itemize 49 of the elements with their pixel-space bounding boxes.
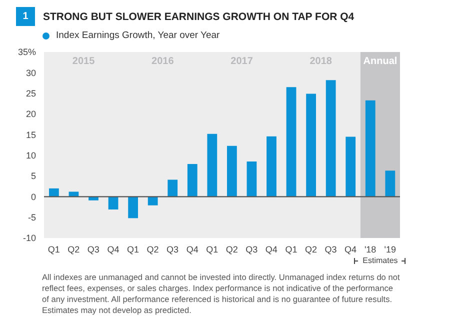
- text: 1: [16, 7, 35, 26]
- y-tick-label: 10: [26, 150, 36, 161]
- bar: [365, 100, 376, 197]
- x-tick-label: Q1: [126, 244, 140, 254]
- chart-title: STRONG BUT SLOWER EARNINGS GROWTH ON TAP FOR Q4: [43, 10, 354, 22]
- bar: [187, 164, 198, 197]
- x-tick-label: Q3: [87, 244, 100, 254]
- x-tick-label: Q2: [304, 244, 318, 254]
- bar: [286, 87, 296, 197]
- y-tick-label: 5: [30, 171, 36, 182]
- x-tick-label: Q4: [344, 244, 357, 254]
- x-tick-label: Q1: [206, 244, 218, 254]
- bar: [266, 136, 276, 197]
- x-tick-label: Q4: [186, 244, 198, 254]
- bar: [227, 146, 237, 197]
- bar: [246, 162, 257, 197]
- bar: [108, 196, 118, 210]
- y-tick-label: 15: [26, 130, 36, 140]
- x-tick-label: Q2: [146, 244, 159, 254]
- y-tick-label: 25: [26, 88, 36, 99]
- x-tick-label: Q1: [285, 244, 298, 254]
- y-tick-label: 30: [26, 68, 36, 78]
- y-tick-label: -10: [22, 233, 36, 244]
- y-tick-label: 20: [26, 109, 36, 120]
- x-tick-label: Q4: [265, 244, 278, 254]
- x-tick-label: Q2: [68, 244, 80, 254]
- y-tick-label: -5: [28, 212, 36, 223]
- y-tick-label: 35%: [18, 47, 36, 58]
- x-tick-label: '19: [384, 244, 396, 254]
- x-tick-label: Q3: [246, 244, 258, 254]
- bar: [306, 94, 316, 197]
- bar: [346, 136, 356, 197]
- text: Estimates: [359, 255, 401, 267]
- x-tick-label: Q1: [48, 244, 60, 254]
- bar: [385, 170, 396, 197]
- x-tick-label: Q4: [107, 244, 120, 254]
- x-tick-label: Q3: [166, 244, 179, 254]
- x-tick-label: Q2: [226, 244, 238, 254]
- bar: [49, 188, 59, 197]
- bar: [168, 180, 178, 197]
- x-tick-label: Q3: [324, 244, 337, 254]
- y-tick-label: 0: [30, 192, 36, 202]
- legend-label: Index Earnings Growth, Year over Year: [55, 30, 220, 41]
- bar: [207, 134, 218, 197]
- x-tick-label: '18: [364, 244, 376, 254]
- bar: [326, 80, 336, 197]
- bar: [128, 196, 138, 218]
- text: All indexes are unmanaged and cannot be invested into directly. Unmanaged index returns do not reflect fees, expenses, or sales charges. Index performance is not indicative of the performance of any investment. All performance referenced is historical and is no guarantee of future results. Estimates may not develop as predicted.: [42, 272, 401, 316]
- band-label: Annual: [363, 56, 398, 68]
